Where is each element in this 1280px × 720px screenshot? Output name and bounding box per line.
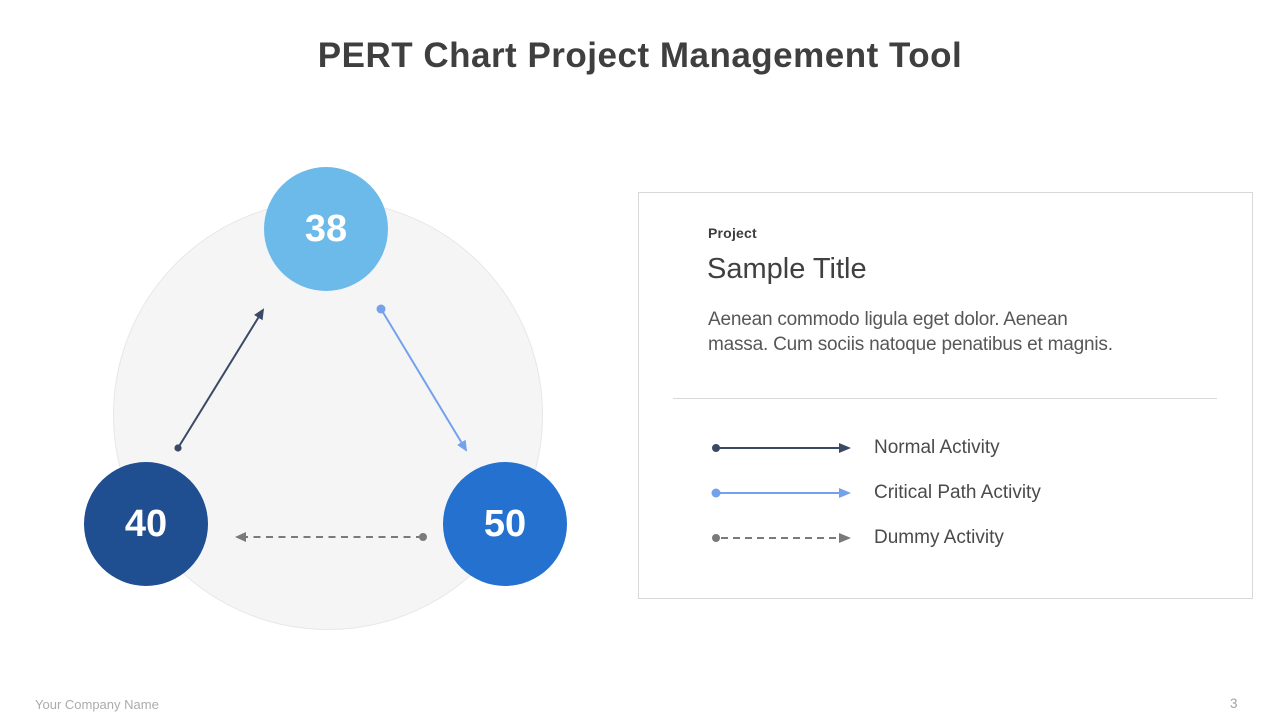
divider bbox=[673, 398, 1217, 399]
card-eyebrow: Project bbox=[708, 225, 757, 241]
card-body-line: Aenean commodo ligula eget dolor. Aenean bbox=[708, 309, 1068, 330]
node-value: 38 bbox=[304, 207, 348, 250]
legend-item-dummy-activity: Dummy Activity bbox=[709, 526, 1004, 550]
card-body: Aenean commodo ligula eget dolor. Aenean… bbox=[708, 307, 1113, 357]
critical-path-activity-arrow-icon bbox=[711, 488, 851, 498]
pert-node-bottom-left: 40 bbox=[84, 462, 208, 586]
card-title: Sample Title bbox=[707, 253, 867, 285]
edge-normal-activity bbox=[174, 308, 265, 452]
legend-label: Critical Path Activity bbox=[874, 482, 1041, 503]
legend-item-normal-activity: Normal Activity bbox=[709, 436, 1000, 460]
pert-node-top: 38 bbox=[264, 167, 388, 291]
card-body-line: massa. Cum sociis natoque penatibus et m… bbox=[708, 334, 1113, 355]
legend-label: Dummy Activity bbox=[874, 527, 1004, 548]
edge-critical-path-activity bbox=[376, 304, 468, 452]
diagram-edges bbox=[174, 304, 468, 542]
pert-node-bottom-right: 50 bbox=[443, 462, 567, 586]
normal-activity-arrow-icon bbox=[712, 443, 851, 453]
dummy-activity-arrow-icon bbox=[712, 533, 851, 543]
legend-label: Normal Activity bbox=[874, 437, 1000, 458]
node-value: 40 bbox=[124, 502, 168, 545]
footer-company-name: Your Company Name bbox=[35, 697, 159, 712]
footer-page-number: 3 bbox=[1230, 696, 1238, 711]
pert-diagram: 38 40 50 bbox=[84, 167, 567, 630]
slide-title: PERT Chart Project Management Tool bbox=[317, 36, 963, 75]
legend-item-critical-path-activity: Critical Path Activity bbox=[709, 481, 1041, 505]
info-card: Project Sample Title Aenean commodo ligu… bbox=[638, 192, 1253, 599]
node-value: 50 bbox=[483, 502, 527, 545]
